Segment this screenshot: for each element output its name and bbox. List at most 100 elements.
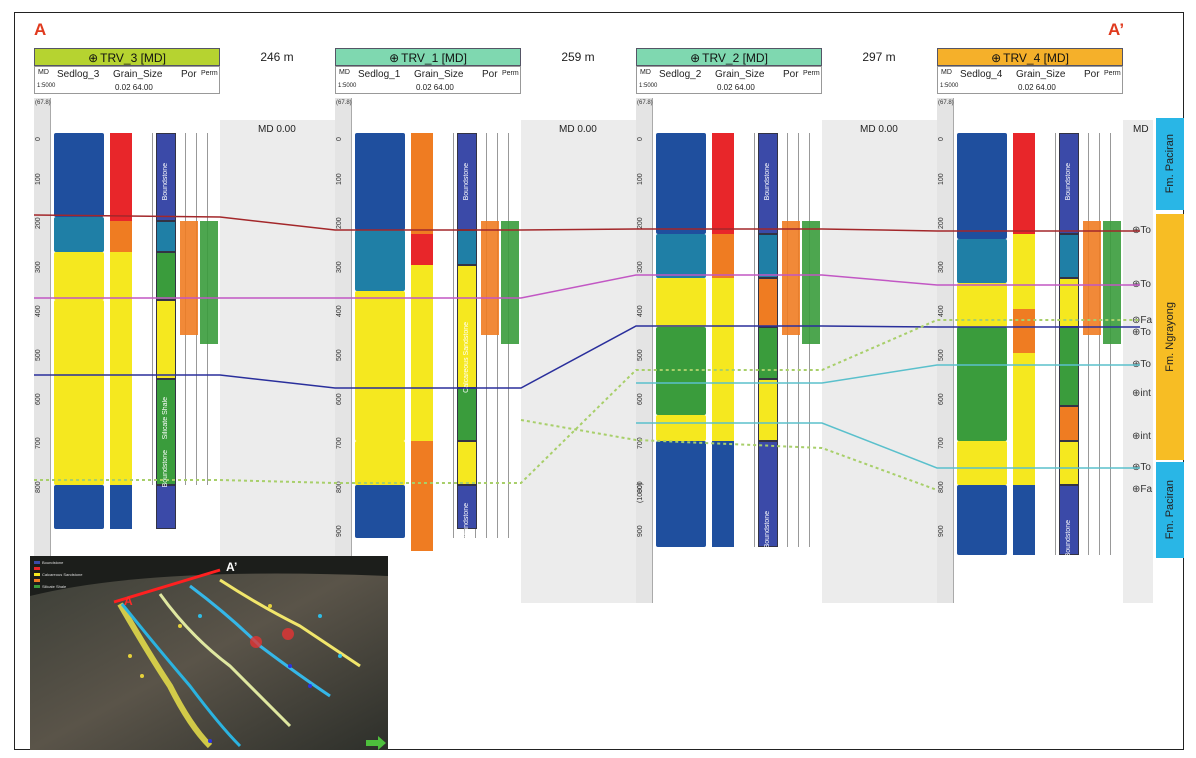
lithology-block — [1059, 278, 1079, 327]
track-header-trv3: MD 1:5000 Sedlog_3 Grain_Size 0.02 64.00… — [34, 66, 220, 94]
sedlog-block — [355, 485, 405, 538]
grain-size-block — [411, 234, 433, 265]
marker-label: ⊕Fa — [1132, 315, 1153, 326]
grain-size-block — [110, 133, 132, 221]
md-ruler: 0 100 200 300 400 500 600 700 800 900 — [335, 98, 352, 603]
legend-item: Boundstone — [34, 560, 63, 565]
inset-terrain — [30, 556, 388, 750]
perm-label: Perm — [201, 70, 218, 77]
md-ruler: 0 100 200 300 400 500 600 700 800 900 — [636, 98, 653, 603]
sedlog-block — [656, 133, 706, 235]
interwell-panel-3 — [822, 120, 937, 603]
perm-label: Perm — [1104, 70, 1121, 77]
grain-size-block — [411, 441, 433, 551]
sedlog-block — [656, 414, 706, 441]
track-gridline — [1099, 133, 1100, 556]
sedlog-label: Sedlog_2 — [659, 69, 702, 80]
grain-size-block — [411, 133, 433, 235]
sedlog-block — [54, 216, 104, 252]
grain-size-block — [110, 221, 132, 252]
formation-paciran-top: Fm. Paciran — [1156, 118, 1184, 210]
track-gridline — [787, 133, 788, 547]
spacing-value: 246 m — [257, 50, 297, 64]
lithology-block — [156, 485, 176, 529]
sedlog-block — [54, 251, 104, 301]
legend-label: Silicate Shale — [42, 584, 67, 589]
grain-size-block — [411, 265, 433, 441]
correlation-top-paciran — [33, 214, 1140, 232]
grain-size-block — [1013, 485, 1035, 556]
lithology-block — [758, 234, 778, 279]
well-header-trv1[interactable]: ⊕ TRV_1 [MD] — [335, 48, 521, 66]
lithology-block — [758, 441, 778, 547]
grain-size-label: Grain_Size — [414, 69, 464, 80]
interwell-panel-1 — [220, 120, 335, 603]
track-gridline — [152, 133, 153, 485]
lithology-block — [457, 441, 477, 485]
correlation-top-ngrayong-sandstone — [34, 274, 1140, 299]
md-label: MD — [339, 69, 350, 76]
track-header-trv2: MD 1:5000 Sedlog_2 Grain_Size 0.02 64.00… — [636, 66, 822, 94]
marker-label: ⊕To — [1132, 327, 1151, 338]
permeability-fill — [1103, 221, 1121, 345]
md-label: MD — [640, 69, 651, 76]
track-header-trv4: MD 1:5000 Sedlog_4 Grain_Size 0.02 64.00… — [937, 66, 1123, 94]
permeability-fill — [501, 221, 519, 345]
scale-label: 1:5000 — [37, 83, 56, 89]
sedlog-block — [656, 441, 706, 547]
lithology-block — [156, 251, 176, 301]
marker-label: ⊕int — [1132, 431, 1151, 442]
perm-label: Perm — [803, 70, 820, 77]
ruler-top-label: (67.8) — [336, 100, 352, 106]
track-gridline — [1110, 133, 1111, 556]
marker-label: ⊕To — [1132, 279, 1151, 290]
well-name: TRV_4 [MD] — [1003, 51, 1069, 65]
well-header-trv2[interactable]: ⊕ TRV_2 [MD] — [636, 48, 822, 66]
sedlog-block — [957, 485, 1007, 556]
grain-range: 0.02 64.00 — [1018, 83, 1056, 92]
legend-label: Calcareous Sandstone — [42, 572, 83, 577]
section-label-a: A — [34, 20, 47, 39]
grain-size-block — [712, 441, 734, 547]
sedlog-block — [355, 133, 405, 230]
por-label: Por — [783, 69, 799, 80]
scale-label: 1:5000 — [338, 83, 357, 89]
grain-size-block — [1013, 133, 1035, 235]
sedlog-label: Sedlog_3 — [57, 69, 100, 80]
track-header-trv1: MD 1:5000 Sedlog_1 Grain_Size 0.02 64.00… — [335, 66, 521, 94]
interwell-panel-2 — [521, 120, 636, 603]
correlation-marker-1 — [636, 364, 1140, 384]
lithology-block — [156, 379, 176, 485]
md-ruler: 0 100 200 300 400 500 600 700 800 900 — [937, 98, 954, 603]
sedlog-block — [355, 291, 405, 441]
sedlog-block — [54, 485, 104, 529]
ruler-top-label: (67.8) — [637, 100, 653, 106]
legend-label: Boundstone — [42, 560, 64, 565]
formation-paciran-bottom: Fm. Paciran — [1156, 462, 1184, 558]
well-header-trv3[interactable]: ⊕ TRV_3 [MD] — [34, 48, 220, 66]
legend-item — [34, 578, 42, 583]
sedlog-block — [957, 133, 1007, 239]
sedlog-block — [54, 300, 104, 485]
md-label: MD — [38, 69, 49, 76]
well-name: TRV_1 [MD] — [401, 51, 467, 65]
well-header-trv4[interactable]: ⊕ TRV_4 [MD] — [937, 48, 1123, 66]
md-top-label: MD — [1133, 124, 1149, 135]
lithology-block — [156, 221, 176, 252]
correlation-fault-line — [34, 319, 1140, 484]
track-gridline — [453, 133, 454, 538]
legend-item: Silicate Shale — [34, 584, 66, 589]
grain-size-block — [712, 234, 734, 279]
md-top-label: MD 0.00 — [258, 124, 296, 135]
grain-range: 0.02 64.00 — [416, 83, 454, 92]
lithology-block — [758, 379, 778, 441]
sedlog-block — [355, 229, 405, 292]
track-gridline — [497, 133, 498, 538]
sedlog-block — [957, 326, 1007, 441]
spacing-trv2-trv4: 297 m — [824, 50, 934, 64]
lithology-block — [1059, 405, 1079, 441]
grain-size-block — [712, 133, 734, 235]
sedlog-block — [355, 441, 405, 485]
porosity-fill — [180, 221, 198, 336]
